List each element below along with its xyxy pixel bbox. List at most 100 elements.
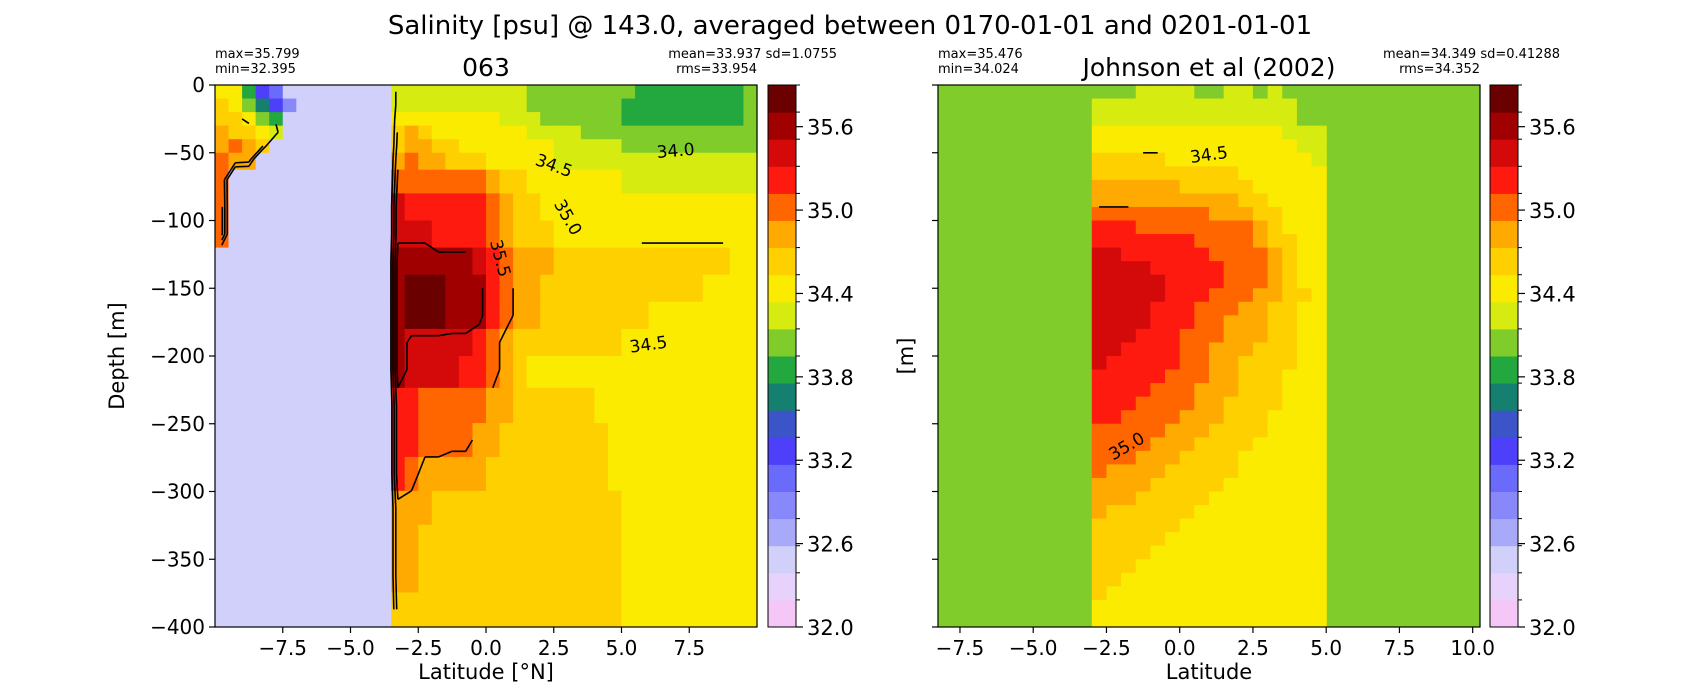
- heat-cell: [1135, 532, 1152, 547]
- heat-cell: [336, 356, 352, 389]
- heat-cell: [1311, 85, 1327, 100]
- heat-cell: [1296, 152, 1313, 167]
- colorbar-swatch: [1490, 112, 1518, 140]
- heat-cell: [1135, 586, 1152, 601]
- heat-cell: [1091, 491, 1108, 506]
- heat-cell: [458, 220, 474, 249]
- heat-cell: [255, 125, 270, 140]
- heat-cell: [323, 139, 338, 154]
- heat-cell: [1238, 125, 1254, 140]
- heat-cell: [1252, 288, 1269, 303]
- heat-cell: [1252, 85, 1269, 100]
- heat-cell: [621, 152, 636, 171]
- heat-cell: [431, 274, 446, 303]
- heat-cell: [1179, 423, 1195, 438]
- heat-cell: [553, 328, 568, 357]
- heat-cell: [526, 193, 541, 222]
- heat-cell: [418, 274, 433, 303]
- heat-cell: [350, 387, 365, 424]
- heat-cell: [228, 356, 243, 389]
- heat-cell: [1121, 423, 1137, 438]
- heat-cell: [540, 423, 555, 458]
- heat-cell: [1311, 396, 1327, 411]
- heat-cell: [607, 423, 623, 458]
- heat-cell: [1223, 586, 1239, 601]
- heat-cell: [1311, 437, 1327, 452]
- colorbar-swatch: [1490, 572, 1518, 601]
- heat-cell: [1311, 220, 1327, 235]
- heat-cell: [716, 169, 731, 194]
- heat-cell: [1165, 599, 1181, 615]
- heat-cell: [743, 356, 758, 389]
- heat-cell: [1267, 342, 1283, 357]
- heat-cell: [1311, 342, 1327, 357]
- stat-mean-sd: mean=34.349 sd=0.41288: [1383, 47, 1560, 62]
- heat-cell: [607, 558, 623, 594]
- heat-cell: [1194, 450, 1210, 465]
- heat-cell: [364, 558, 379, 594]
- heat-cell: [350, 490, 365, 526]
- heat-cell: [1179, 98, 1195, 113]
- heat-cell: [418, 387, 433, 424]
- heat-cell: [418, 356, 433, 389]
- heat-cell: [1296, 166, 1313, 181]
- colorbar-swatch: [768, 112, 796, 140]
- heat-cell: [594, 524, 609, 560]
- heat-cell: [662, 301, 677, 330]
- heat-cell: [350, 112, 365, 127]
- heat-cell: [1121, 545, 1137, 560]
- heat-cell: [702, 558, 717, 594]
- heat-cell: [1165, 274, 1181, 289]
- heat-cell: [662, 387, 677, 424]
- heat-cell: [743, 98, 758, 113]
- heat-cell: [635, 274, 650, 303]
- heat-cell: [648, 558, 663, 594]
- heat-cell: [607, 220, 623, 249]
- heat-cell: [675, 592, 690, 628]
- heat-cell: [1296, 206, 1313, 222]
- heat-cell: [729, 387, 745, 424]
- heat-cell: [215, 387, 230, 424]
- heat-cell: [499, 356, 514, 389]
- heat-cell: [1179, 125, 1195, 140]
- heat-cell: [269, 301, 284, 330]
- heat-cell: [1150, 152, 1166, 167]
- heat-cell: [1267, 559, 1283, 574]
- heat-cell: [621, 423, 636, 458]
- heat-cell: [513, 247, 528, 276]
- heat-cell: [1209, 410, 1225, 425]
- heat-cell: [526, 490, 541, 526]
- heat-cell: [675, 328, 690, 357]
- heat-cell: [377, 85, 392, 100]
- heat-cell: [1194, 234, 1210, 249]
- heat-cell: [553, 193, 568, 222]
- heat-cell: [1194, 288, 1210, 303]
- heat-cell: [689, 356, 704, 389]
- heat-cell: [215, 139, 230, 154]
- heat-cell: [675, 301, 690, 330]
- heat-cell: [1091, 220, 1108, 235]
- heat-cell: [648, 490, 663, 526]
- heat-cell: [255, 328, 270, 357]
- heat-cell: [1165, 383, 1181, 398]
- heat-cell: [418, 524, 433, 560]
- heat-cell: [1135, 505, 1152, 520]
- heat-cell: [675, 112, 690, 127]
- heat-cell: [1106, 179, 1122, 194]
- heat-cell: [1209, 396, 1225, 411]
- heat-cell: [1106, 301, 1122, 316]
- heat-cell: [1194, 193, 1210, 208]
- heat-cell: [1311, 301, 1327, 316]
- heat-cell: [1165, 112, 1181, 127]
- heat-cell: [1179, 599, 1195, 615]
- heat-cell: [1223, 613, 1239, 628]
- heat-cell: [255, 490, 270, 526]
- colorbar-swatch: [1490, 247, 1518, 276]
- heat-cell: [215, 301, 230, 330]
- heat-cell: [1238, 274, 1254, 289]
- heat-cell: [499, 152, 514, 171]
- heat-cell: [689, 301, 704, 330]
- heat-cell: [716, 85, 731, 100]
- x-tick-label: 7.5: [673, 636, 705, 660]
- heat-cell: [1296, 396, 1313, 411]
